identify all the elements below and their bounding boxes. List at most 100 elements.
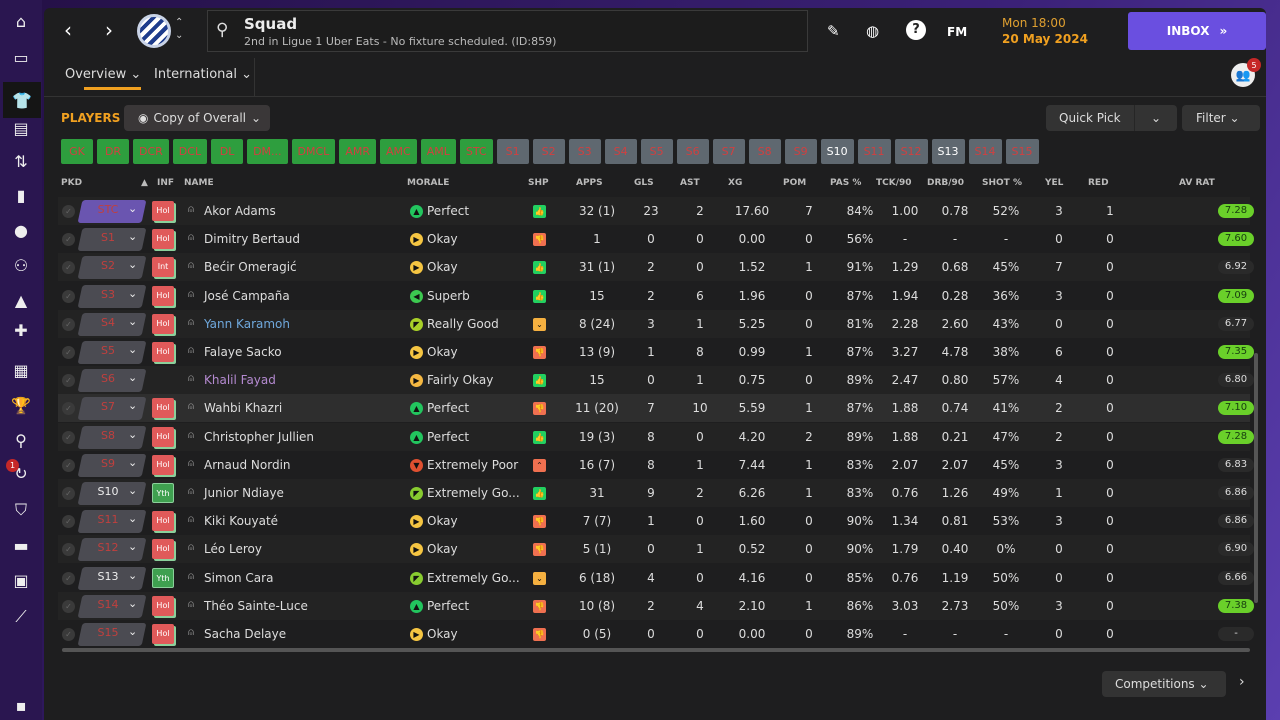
- training-icon[interactable]: ▲: [14, 290, 28, 310]
- column-header-13[interactable]: DRB/90: [927, 178, 965, 188]
- transfers-icon[interactable]: ⇅: [14, 151, 28, 171]
- position-button-s2[interactable]: S2: [532, 139, 565, 164]
- table-row[interactable]: ✓ S4 ⌄ Hol ⍝ Yann Karamoh ◤ Really Good ⌄ 8 (24) 3…: [58, 309, 1254, 338]
- player-name[interactable]: Dimitry Bertaud: [204, 232, 300, 247]
- position-button-amr[interactable]: AMR: [339, 139, 376, 164]
- player-name[interactable]: Wahbi Khazri: [204, 401, 283, 416]
- column-header-9[interactable]: XG: [728, 178, 743, 188]
- finances-icon[interactable]: ▬: [13, 535, 29, 555]
- chevron-down-icon[interactable]: ⌄: [128, 512, 138, 526]
- chevron-down-icon[interactable]: ⌄: [128, 399, 138, 413]
- position-button-dcl[interactable]: DCL: [172, 139, 208, 164]
- column-header-6[interactable]: APPS: [576, 178, 603, 188]
- table-row[interactable]: ✓ S3 ⌄ Hol ⍝ José Campaña ◀ Superb 👍 15 2 6 1.96 0 87%…: [58, 282, 1254, 310]
- forward-button[interactable]: ›: [105, 18, 113, 42]
- player-name[interactable]: Khalil Fayad: [204, 373, 276, 388]
- chevron-down-icon[interactable]: ⌄: [128, 202, 138, 215]
- position-button-gk[interactable]: GK: [61, 139, 93, 164]
- chevron-down-icon[interactable]: ⌄: [128, 343, 138, 356]
- position-button-s7[interactable]: S7: [712, 139, 745, 164]
- column-header-12[interactable]: TCK/90: [876, 178, 912, 188]
- chevron-down-icon[interactable]: ⌄: [128, 286, 138, 300]
- player-name[interactable]: Akor Adams: [204, 204, 276, 218]
- pick-checkbox[interactable]: ✓: [62, 205, 75, 218]
- position-button-amc[interactable]: AMC: [379, 139, 417, 164]
- chevron-down-icon[interactable]: ⌄: [128, 230, 138, 244]
- column-header-17[interactable]: AV RAT: [1179, 178, 1215, 188]
- position-button-s10[interactable]: S10: [820, 139, 854, 164]
- player-name[interactable]: Christopher Jullien: [204, 429, 315, 444]
- edit-icon[interactable]: ✎: [827, 22, 840, 40]
- position-button-s14[interactable]: S14: [968, 139, 1002, 164]
- pick-checkbox[interactable]: ✓: [62, 487, 75, 500]
- table-row[interactable]: ✓ S5 ⌄ Hol ⍝ Falaye Sacko ▶ Okay 👎 13 (9) 1 8 0.99 1 8…: [58, 338, 1254, 366]
- table-row[interactable]: ✓ S12 ⌄ Hol ⍝ Léo Leroy ▶ Okay 👎 5 (1) 0 1 0.52 0 90% 1…: [58, 535, 1254, 564]
- table-row[interactable]: ✓ S2 ⌄ Int ⍝ Bećir Omeragić ▶ Okay 👍 31 (1) 2 0 1.52…: [58, 253, 1254, 282]
- pick-checkbox[interactable]: ✓: [62, 346, 75, 359]
- column-header-4[interactable]: MORALE: [407, 178, 450, 188]
- column-header-14[interactable]: SHOT %: [982, 178, 1022, 188]
- chevron-down-icon[interactable]: ⌄: [128, 371, 138, 385]
- position-button-dm[interactable]: DM...: [247, 139, 288, 164]
- position-button-dl[interactable]: DL: [211, 139, 244, 164]
- chevron-down-icon[interactable]: ⌄: [128, 314, 138, 328]
- table-row[interactable]: ✓ S15 ⌄ Hol ⍝ Sacha Delaye ▶ Okay 👎 0 (5) 0 0 0.00 0 8…: [58, 620, 1254, 648]
- help-icon[interactable]: ?: [906, 20, 926, 40]
- globe-icon[interactable]: ◍: [866, 22, 880, 40]
- pick-checkbox[interactable]: ✓: [62, 374, 75, 388]
- competitions-dropdown[interactable]: Competitions ⌄: [1102, 671, 1226, 697]
- pick-checkbox[interactable]: ✓: [62, 571, 75, 585]
- pick-checkbox[interactable]: ✓: [62, 402, 75, 416]
- filter-button[interactable]: Filter ⌄: [1182, 105, 1260, 131]
- player-name[interactable]: Yann Karamoh: [204, 316, 290, 331]
- chevron-down-icon[interactable]: ⌄: [128, 568, 138, 582]
- chevron-down-icon[interactable]: ⌄: [128, 258, 138, 272]
- player-name[interactable]: Junior Ndiaye: [204, 486, 284, 500]
- pick-checkbox[interactable]: ✓: [62, 599, 75, 613]
- column-header-11[interactable]: PAS %: [830, 178, 862, 188]
- player-name[interactable]: José Campaña: [204, 288, 290, 303]
- column-header-8[interactable]: AST: [680, 178, 700, 188]
- inbox-icon[interactable]: ▭: [13, 47, 29, 67]
- position-button-s12[interactable]: S12: [894, 139, 928, 164]
- column-header-15[interactable]: YEL: [1045, 178, 1064, 188]
- column-header-10[interactable]: POM: [783, 178, 807, 188]
- table-row[interactable]: ✓ S9 ⌄ Hol ⍝ Arnaud Nordin ▼ Extremely Poor ⌃ 16 …: [58, 451, 1254, 479]
- player-name[interactable]: Simon Cara: [204, 570, 274, 585]
- position-button-s5[interactable]: S5: [640, 139, 673, 164]
- position-button-dr[interactable]: DR: [97, 139, 129, 164]
- chevron-down-icon[interactable]: ⌄: [128, 596, 138, 610]
- position-button-s1[interactable]: S1: [496, 139, 529, 164]
- table-row[interactable]: ✓ S8 ⌄ Hol ⍝ Christopher Jullien ▲ Perfect 👍 19 (…: [58, 422, 1254, 451]
- column-header-0[interactable]: PKD: [61, 178, 83, 188]
- position-button-dmcl[interactable]: DMCL: [291, 139, 336, 164]
- inbox-button[interactable]: INBOX »: [1128, 12, 1266, 50]
- table-row[interactable]: ✓ S11 ⌄ Hol ⍝ Kiki Kouyaté ▶ Okay 👎 7 (7) 1 0 1.60 0 9…: [58, 507, 1254, 535]
- position-button-s6[interactable]: S6: [676, 139, 709, 164]
- medical-icon[interactable]: ✚: [14, 320, 28, 340]
- player-name[interactable]: Théo Sainte-Luce: [204, 598, 308, 613]
- column-header-1[interactable]: ▲: [141, 178, 148, 188]
- schedule-icon[interactable]: ▦: [13, 360, 29, 380]
- player-name[interactable]: Sacha Delaye: [204, 627, 287, 641]
- table-row[interactable]: ✓ S13 ⌄ Yth ⍝ Simon Cara ◤ Extremely Go... ⌄ 6 (1…: [58, 564, 1254, 592]
- trend-icon[interactable]: ⟋: [15, 607, 27, 626]
- position-button-s3[interactable]: S3: [568, 139, 601, 164]
- chevron-down-icon[interactable]: ⌄: [128, 540, 138, 554]
- exit-icon[interactable]: ▪: [15, 695, 27, 715]
- position-button-stc[interactable]: STC: [459, 139, 493, 164]
- game-date[interactable]: Mon 18:00 20 May 2024: [999, 14, 1159, 54]
- table-row[interactable]: ✓ S7 ⌄ Hol ⍝ Wahbi Khazri ▲ Perfect 👎 11 (20) 7 10 5…: [58, 394, 1254, 423]
- table-row[interactable]: ✓ S10 ⌄ Yth ⍝ Junior Ndiaye ◤ Extremely Go... 👍 3…: [58, 479, 1254, 507]
- position-button-aml[interactable]: AML: [420, 139, 456, 164]
- scouting-icon[interactable]: ⚲: [15, 430, 27, 450]
- pick-checkbox[interactable]: ✓: [62, 261, 75, 275]
- pick-checkbox[interactable]: ✓: [62, 458, 75, 472]
- fm-menu-button[interactable]: FM: [947, 25, 968, 39]
- quick-pick-button[interactable]: Quick Pick ⌄: [1046, 105, 1177, 131]
- data-icon[interactable]: ●: [14, 220, 28, 240]
- position-button-s11[interactable]: S11: [857, 139, 891, 164]
- squad-icon[interactable]: 👕: [3, 82, 41, 118]
- tab-overview[interactable]: Overview ⌄: [65, 67, 142, 82]
- table-row[interactable]: ✓ STC ⌄ Hol ⍝ Akor Adams ▲ Perfect 👍 32 (1) 23 2 17.…: [58, 197, 1254, 225]
